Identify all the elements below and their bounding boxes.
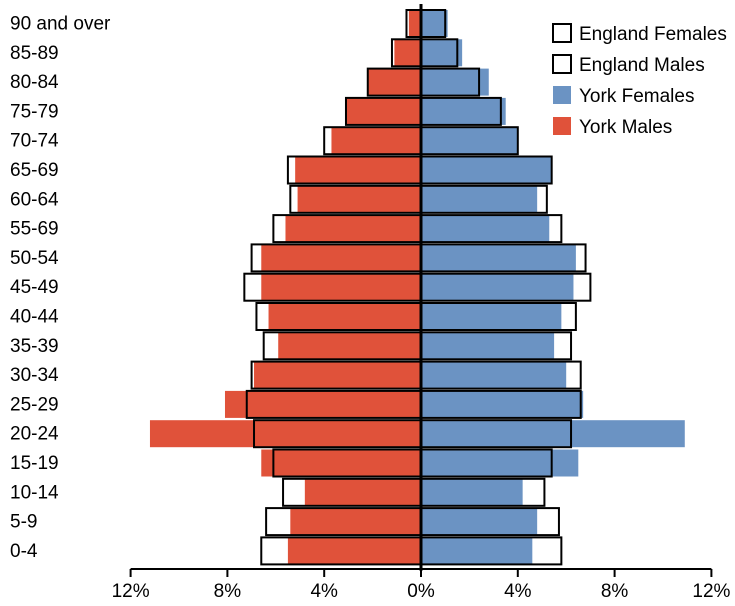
age-label-10-14: 10-14 [10,482,59,503]
bar-york-females-40-44 [421,303,562,330]
x-tick-label: 4% [310,581,338,602]
x-tick-label: 8% [214,581,242,602]
bar-york-males-85-89 [394,39,421,67]
bar-york-females-0-4 [421,537,533,565]
age-label-75-79: 75-79 [10,101,59,122]
age-label-40-44: 40-44 [10,307,59,328]
bar-york-males-80-84 [367,68,421,96]
legend-swatch-england-females [552,23,572,43]
legend-label-england-males: England Males [579,55,705,76]
bar-york-females-25-29 [421,390,584,418]
age-label-50-54: 50-54 [10,248,59,269]
bar-york-males-0-4 [287,537,421,565]
bar-york-males-55-69 [285,215,421,243]
x-axis: 12% 8% 4% 0% 4% 8% 12% [112,4,731,602]
bar-york-males-65-69 [295,156,421,184]
bar-york-males-50-54 [261,244,421,272]
age-label-80-84: 80-84 [10,72,59,93]
bar-york-males-75-79 [345,97,421,125]
bar-york-females-10-14 [421,478,523,506]
age-label-25-29: 25-29 [10,394,59,415]
legend-label-york-females: York Females [579,86,694,107]
bar-york-males-35-39 [278,332,421,360]
bars-layer [149,9,685,566]
bar-york-males-60-64 [297,185,421,213]
age-label-70-74: 70-74 [10,131,59,152]
bar-york-males-40-44 [268,303,421,330]
age-label-15-19: 15-19 [10,453,59,474]
bar-york-females-65-69 [421,156,552,184]
bar-york-females-15-19 [421,449,579,477]
bar-york-females-55-69 [421,215,550,243]
legend-label-england-females: England Females [579,24,727,45]
bar-york-females-80-84 [421,68,489,96]
age-label-20-24: 20-24 [10,424,59,445]
bar-york-males-15-19 [261,449,421,477]
bar-york-males-45-49 [261,273,421,301]
legend-swatch-england-males [552,54,572,74]
bar-york-females-35-39 [421,332,555,360]
age-label-90-and-over: 90 and over [10,14,111,35]
bar-york-males-25-29 [224,390,421,418]
bar-york-females-50-54 [421,244,576,272]
age-label-85-89: 85-89 [10,43,59,64]
legend: England Females England Males York Females… [552,23,727,138]
bar-york-females-45-49 [421,273,574,301]
bar-york-males-70-74 [331,127,421,155]
age-label-55-69: 55-69 [10,219,59,240]
x-tick-label: 8% [601,581,629,602]
bar-york-males-90-and-over [408,10,421,37]
x-tick-label: 0% [407,581,435,602]
bar-york-females-5-9 [421,508,538,536]
age-label-65-69: 65-69 [10,160,59,181]
age-label-0-4: 0-4 [10,541,38,562]
bar-york-females-75-79 [421,97,506,125]
age-label-45-49: 45-49 [10,277,59,298]
age-labels: 90 and over 85-89 80-84 75-79 70-74 65-69 60-6… [10,14,111,562]
age-label-30-34: 30-34 [10,365,59,386]
age-label-5-9: 5-9 [10,512,37,533]
bar-york-females-85-89 [421,39,463,67]
bar-york-males-30-34 [254,361,421,389]
x-tick-label: 12% [692,581,730,602]
bar-york-males-20-24 [149,420,421,448]
age-label-35-39: 35-39 [10,336,59,357]
x-tick-label: 12% [112,581,150,602]
age-label-60-64: 60-64 [10,189,59,210]
bar-york-females-30-34 [421,361,567,389]
bar-york-females-60-64 [421,185,538,213]
legend-label-york-males: York Males [579,117,672,138]
bar-york-females-90-and-over [421,10,448,37]
x-tick-label: 4% [504,581,532,602]
bar-york-females-70-74 [421,127,518,155]
bar-york-females-20-24 [421,420,685,448]
bar-york-males-10-14 [304,478,421,506]
bar-york-males-5-9 [290,508,421,536]
legend-swatch-york-males [553,117,571,135]
legend-swatch-york-females [553,86,571,104]
